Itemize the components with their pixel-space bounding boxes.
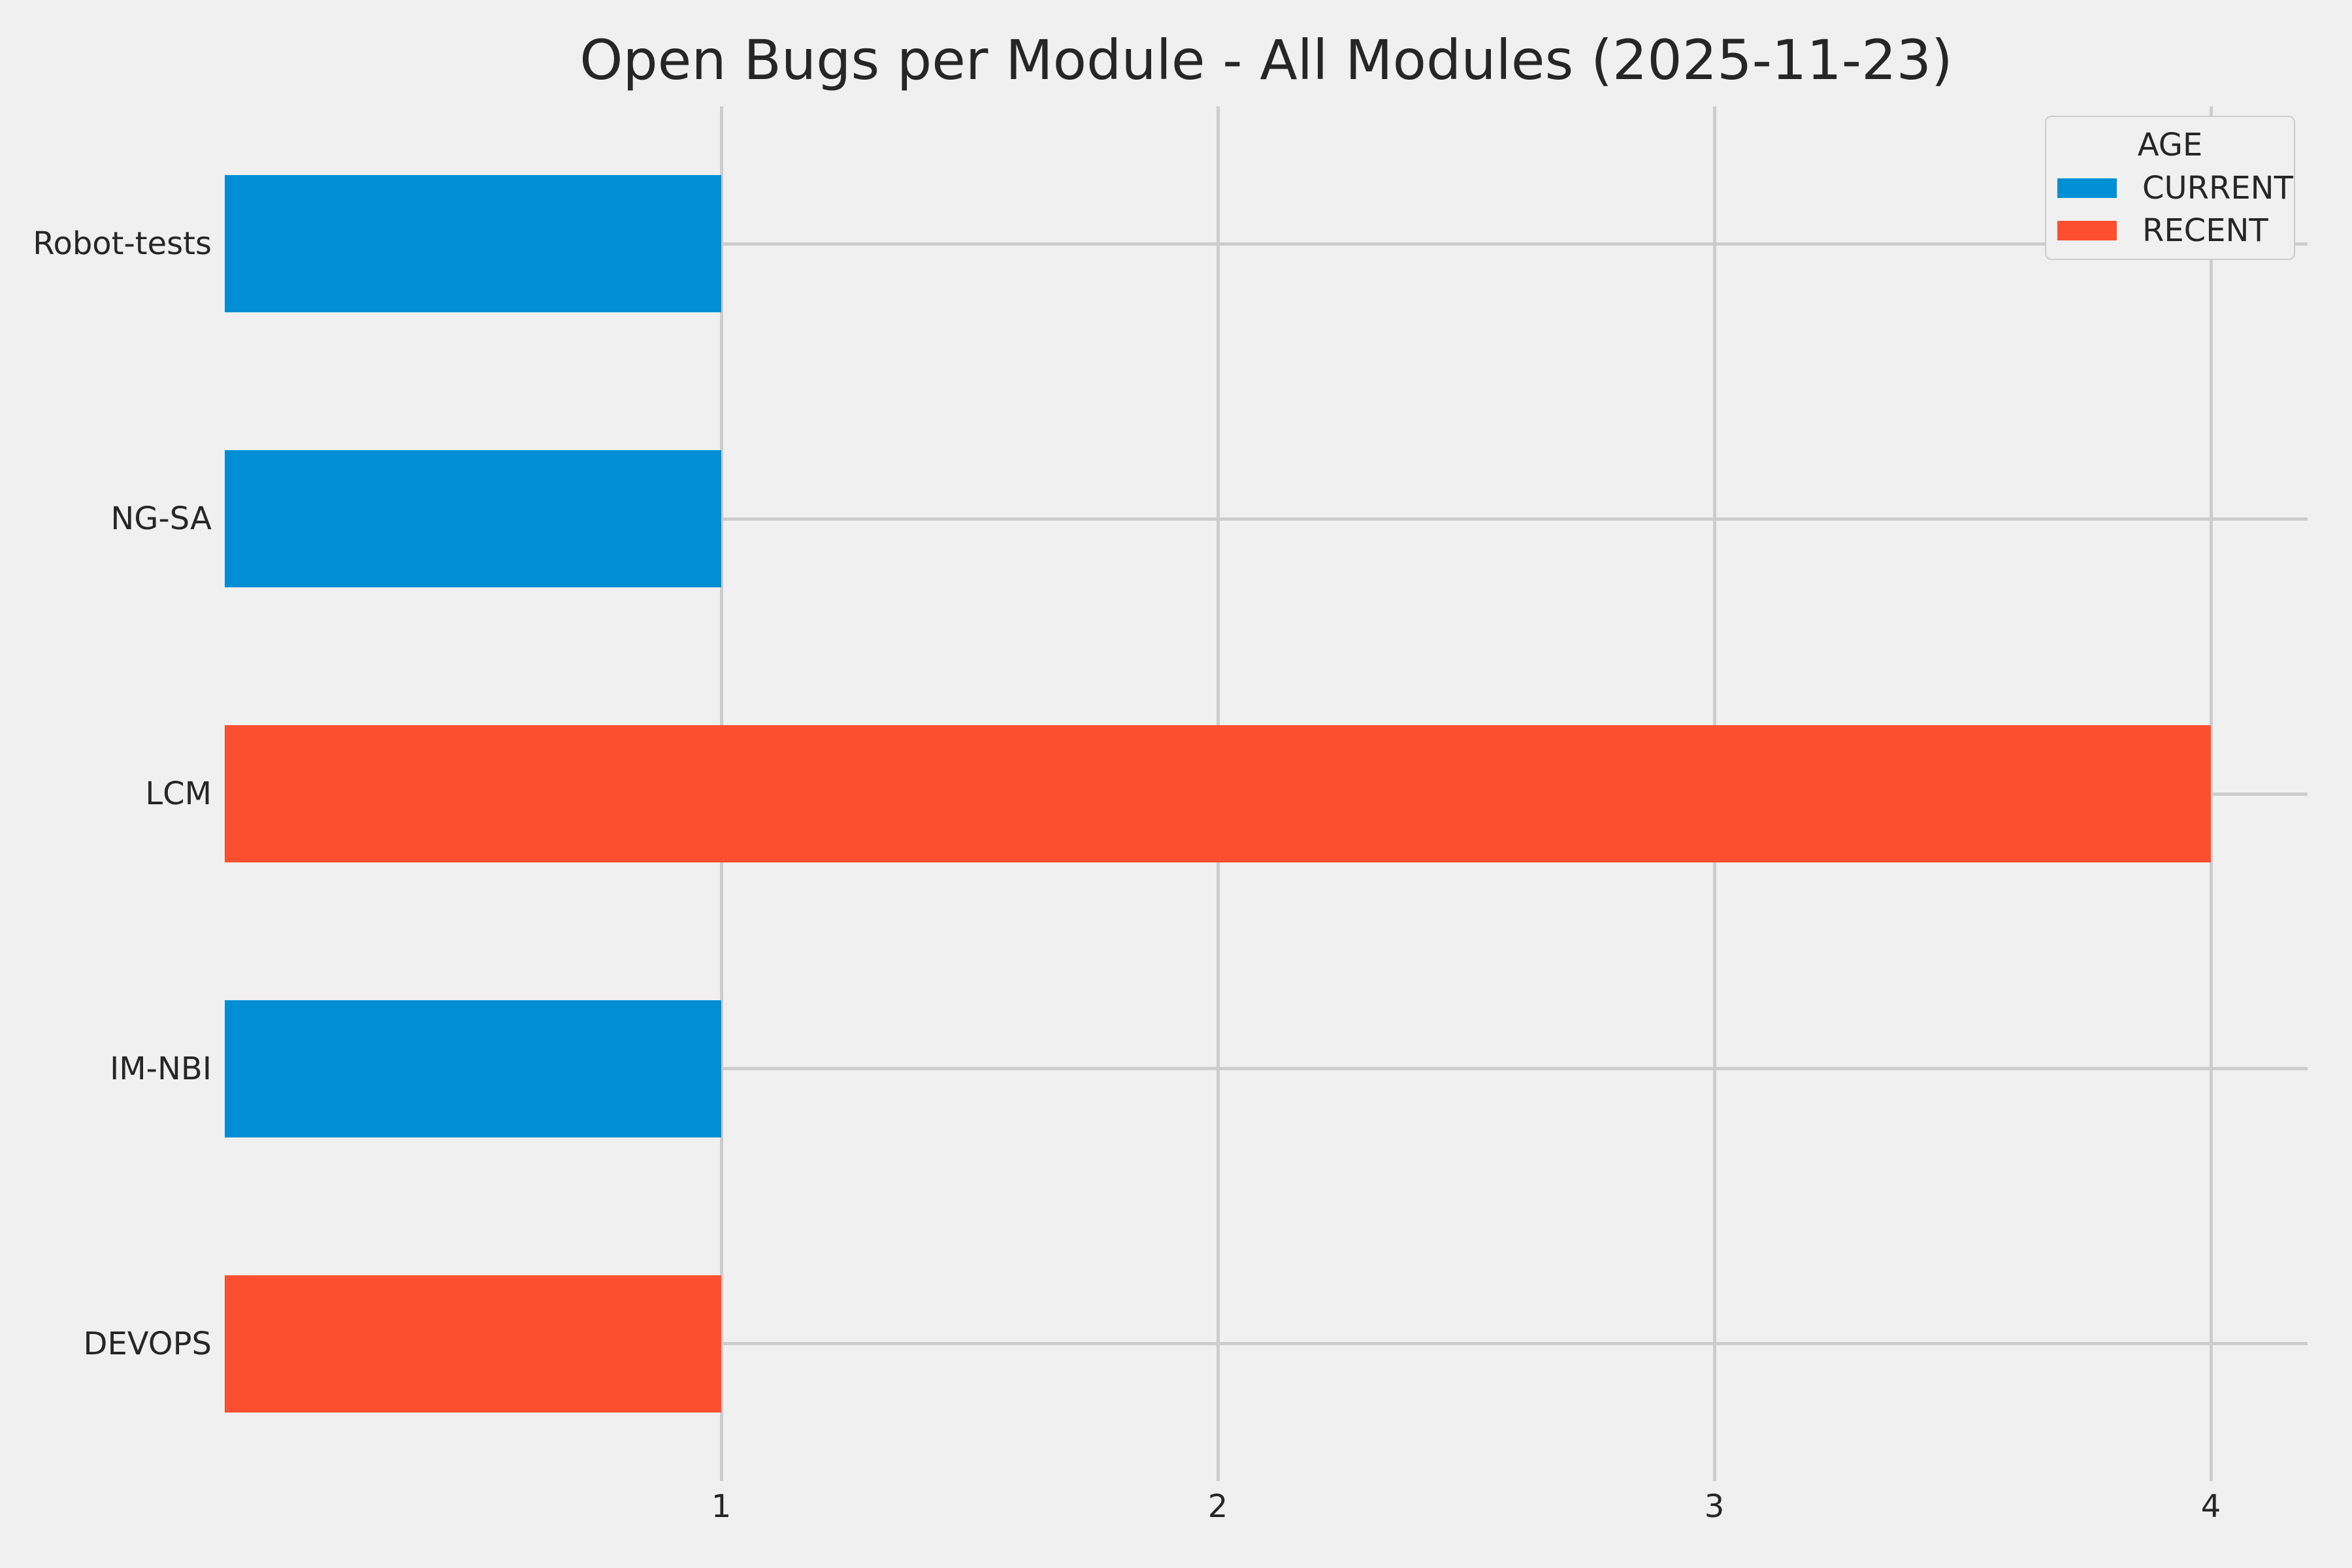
legend-entry-current: CURRENT	[2046, 170, 2294, 206]
x-tick-label: 2	[1207, 1488, 1228, 1525]
h-gridline	[225, 517, 2308, 521]
y-tick-label-devops: DEVOPS	[83, 1325, 212, 1362]
x-tick-label: 3	[1704, 1488, 1725, 1525]
bar-robot-tests	[225, 175, 721, 313]
legend-entry-recent: RECENT	[2046, 212, 2294, 249]
bar-devops	[225, 1275, 721, 1413]
legend-swatch-current	[2057, 178, 2117, 198]
bar-im-nbi	[225, 1000, 721, 1137]
h-gridline	[225, 1067, 2308, 1071]
y-tick-label-lcm: LCM	[145, 776, 212, 812]
legend-label-recent: RECENT	[2142, 212, 2268, 249]
y-tick-label-ng-sa: NG-SA	[110, 500, 212, 538]
legend: AGE CURRENT RECENT	[2045, 116, 2295, 260]
legend-title: AGE	[2137, 127, 2203, 164]
bar-ng-sa	[225, 450, 721, 588]
bar-lcm	[225, 725, 2211, 862]
x-tick-label: 4	[2200, 1488, 2221, 1525]
v-gridline	[2209, 106, 2213, 1481]
x-tick-label: 1	[711, 1488, 732, 1525]
legend-swatch-recent	[2057, 220, 2117, 240]
legend-label-current: CURRENT	[2142, 169, 2293, 206]
y-tick-label-im-nbi: IM-NBI	[110, 1050, 212, 1087]
h-gridline	[225, 1342, 2308, 1346]
y-tick-label-robot-tests: Robot-tests	[33, 225, 212, 263]
chart-title: Open Bugs per Module - All Modules (2025…	[580, 28, 1953, 92]
h-gridline	[225, 242, 2308, 246]
plot-area	[225, 106, 2308, 1481]
